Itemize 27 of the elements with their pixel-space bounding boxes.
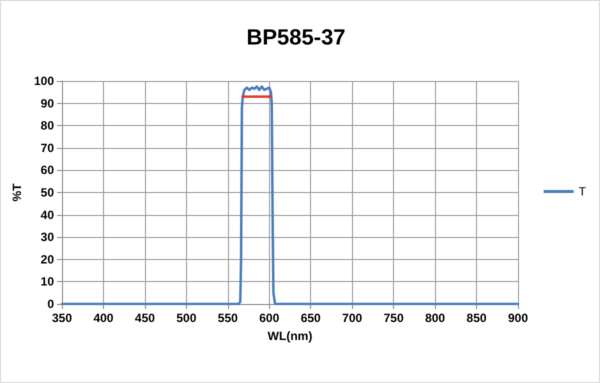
y-tick-label: 30 <box>40 230 54 244</box>
x-tick-label: 600 <box>259 311 280 325</box>
y-tick-label: 50 <box>40 186 54 200</box>
y-tick-label: 70 <box>40 140 54 155</box>
x-tick-label: 850 <box>466 311 487 325</box>
y-tick-label: 10 <box>40 274 54 289</box>
x-tick-label: 700 <box>342 311 363 325</box>
x-tick-label: 500 <box>176 311 197 325</box>
y-tick-label: 40 <box>40 208 54 222</box>
y-axis-title: %T <box>10 182 24 202</box>
y-tick-label: 20 <box>40 252 54 266</box>
x-tick-label: 350 <box>52 311 72 325</box>
x-tick-label: 400 <box>93 311 114 325</box>
x-tick-label: 800 <box>425 311 446 325</box>
x-tick-label: 550 <box>218 311 238 325</box>
x-tick-label: 750 <box>384 311 404 325</box>
x-tick-label: 450 <box>134 311 156 325</box>
x-tick-label: 900 <box>508 311 528 325</box>
y-tick-label: 90 <box>40 96 54 110</box>
y-tick-label: 80 <box>40 118 54 133</box>
y-tick-label: 100 <box>34 74 54 88</box>
x-tick-label: 650 <box>300 311 322 325</box>
y-tick-label: 0 <box>47 297 54 311</box>
y-tick-label: 60 <box>40 163 54 178</box>
chart-title: BP585-37 <box>246 24 346 50</box>
x-axis-title: WL(nm) <box>268 329 312 343</box>
legend-label: T <box>578 184 587 198</box>
